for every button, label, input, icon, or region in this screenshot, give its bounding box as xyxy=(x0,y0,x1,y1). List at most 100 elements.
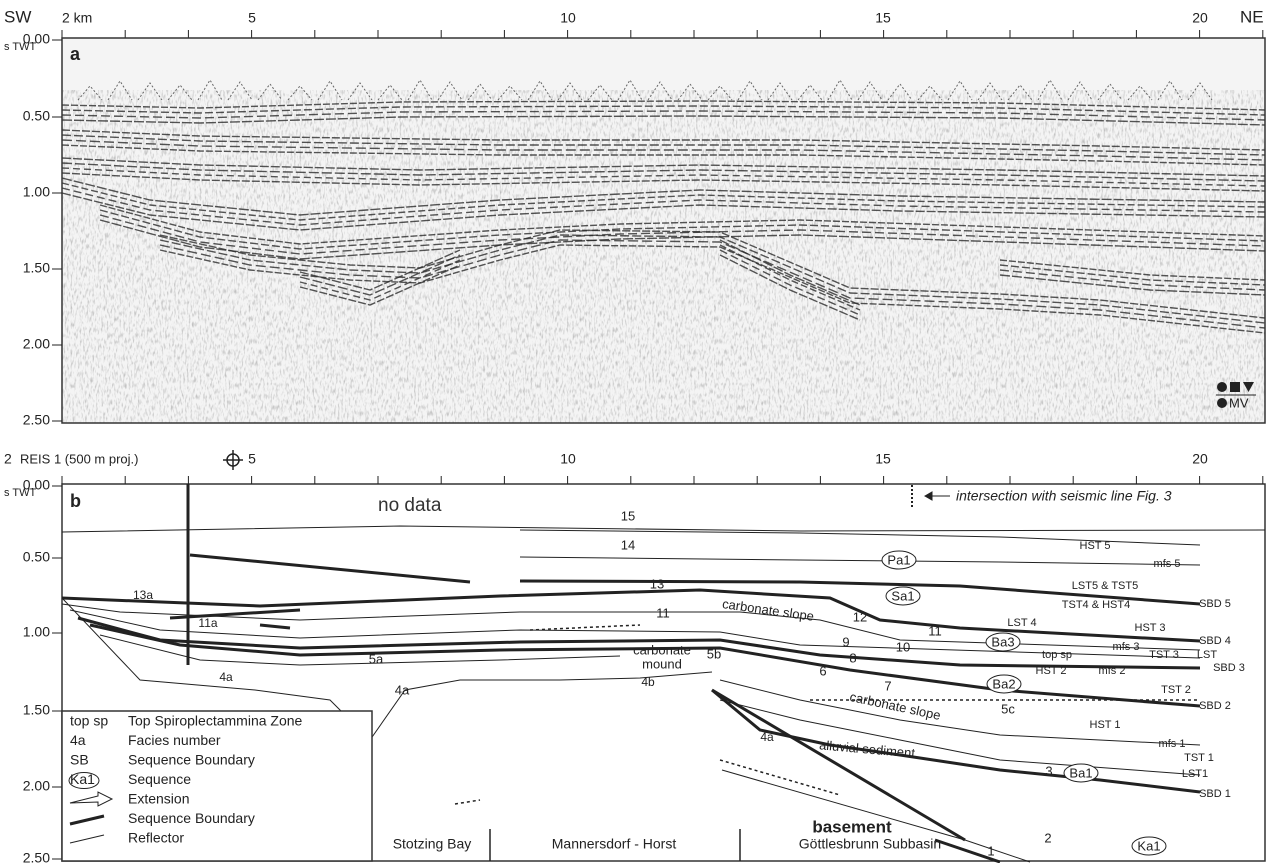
reflector xyxy=(61,192,1266,231)
reflector xyxy=(159,229,1266,319)
facies-label: 5c xyxy=(1001,701,1015,716)
legend-key: SB xyxy=(70,752,89,768)
y-tick-label: 0.50 xyxy=(23,549,50,565)
y-ticks: 0.00 0.50 1.00 1.50 2.00 2.50 xyxy=(23,31,62,428)
sequence-label: Ba3 xyxy=(991,634,1014,649)
region-label: Stotzing Bay xyxy=(393,836,472,852)
diffraction xyxy=(767,82,793,101)
y-tick-label: 2.50 xyxy=(23,412,50,428)
systems-tract-label: TST 3 xyxy=(1149,649,1179,661)
facies-label: basement xyxy=(812,817,892,836)
systems-tract-label: HST 5 xyxy=(1080,540,1111,552)
facies-label: 11a xyxy=(198,616,217,630)
x-tick-label: 10 xyxy=(560,451,576,467)
diffraction xyxy=(1097,83,1123,101)
reflector xyxy=(299,249,461,291)
legend-symbols xyxy=(69,791,114,844)
diffraction xyxy=(317,80,343,101)
reflector xyxy=(61,182,1266,221)
sequence-label: Sa1 xyxy=(891,588,914,603)
y-unit: s TWT xyxy=(4,41,36,53)
reflector xyxy=(719,244,861,311)
systems-tract-label: TST 2 xyxy=(1161,684,1191,696)
facies-label: 13 xyxy=(650,576,664,591)
reflector xyxy=(719,254,861,321)
systems-tract-label: TST 1 xyxy=(1184,752,1214,764)
intersection-label: intersection with seismic line Fig. 3 xyxy=(956,488,1172,504)
diffraction xyxy=(107,80,133,101)
direction-label: NE xyxy=(1240,7,1264,26)
reflector xyxy=(999,264,1266,286)
legend-rows: top sp Top Spiroplectammina Zone 4a Facies … xyxy=(68,713,303,846)
systems-tract-label: HST 1 xyxy=(1090,719,1121,731)
legend-text: Facies number xyxy=(128,732,221,748)
x-tick-label: 15 xyxy=(875,451,891,467)
facies-label: 4b xyxy=(641,675,655,689)
systems-tract-label: SBD 2 xyxy=(1199,700,1231,712)
seismic-reflectors xyxy=(61,30,1266,334)
legend xyxy=(61,710,373,862)
diffraction xyxy=(977,82,1003,101)
y-tick-label: 1.50 xyxy=(23,260,50,276)
diffraction xyxy=(377,84,403,101)
reflector xyxy=(719,249,861,316)
facies-label: 2 xyxy=(1044,830,1051,845)
systems-tract-label: LST 4 xyxy=(1007,617,1036,629)
systems-tract-label: mfs 3 xyxy=(1113,641,1140,653)
logo: MV xyxy=(1216,382,1256,410)
reflector xyxy=(159,234,1266,324)
reflector xyxy=(99,204,1266,245)
legend-text: Sequence Boundary xyxy=(128,752,255,768)
systems-tract-label: mfs 1 xyxy=(1159,738,1186,750)
diffraction xyxy=(1067,81,1093,101)
reflector xyxy=(61,167,1266,187)
x-tick-label: 2 km xyxy=(62,10,92,26)
x-tick-label: 2 xyxy=(4,451,12,467)
sequence-label: Ba2 xyxy=(992,676,1015,691)
diffraction xyxy=(347,82,373,101)
facies-label: 14 xyxy=(621,537,635,552)
diffraction xyxy=(137,82,163,101)
facies-label: 8 xyxy=(849,650,856,665)
reflector xyxy=(999,274,1266,296)
reflector xyxy=(61,134,1266,156)
diffraction xyxy=(797,84,823,101)
systems-tract-label: SBD 5 xyxy=(1199,598,1231,610)
facies-label: 15 xyxy=(621,508,635,523)
diffraction xyxy=(887,83,913,101)
reflector xyxy=(61,115,1266,126)
facies-label: 12 xyxy=(853,609,867,624)
x-tick-label: 5 xyxy=(248,451,256,467)
legend-key: Ka1 xyxy=(70,771,95,787)
x-tick-label: 5 xyxy=(248,10,256,26)
diffraction xyxy=(557,82,583,101)
reflector xyxy=(61,139,1266,161)
systems-tract-label: top sp xyxy=(1042,649,1072,661)
reflector xyxy=(61,172,1266,192)
reflector xyxy=(61,110,1266,121)
facies-label: 9 xyxy=(842,634,849,649)
systems-tract-label: mfs 2 xyxy=(1099,665,1126,677)
facies-label: 3 xyxy=(1045,763,1052,778)
y-unit: s TWT xyxy=(4,487,36,499)
sequence-label: Pa1 xyxy=(887,552,910,567)
reflector xyxy=(159,239,1266,329)
sequence-oval xyxy=(986,674,1022,694)
well-symbol xyxy=(223,450,243,470)
reflector xyxy=(99,209,1266,250)
diffraction xyxy=(1157,80,1183,101)
y-tick-label: 2.00 xyxy=(23,778,50,794)
panel-frame xyxy=(61,37,1266,424)
y-tick-label: 0.50 xyxy=(23,108,50,124)
diffraction xyxy=(677,83,703,101)
systems-tract-label: HST 2 xyxy=(1036,665,1067,677)
legend-oval xyxy=(68,772,100,789)
reflector xyxy=(61,105,1266,116)
sequence-label: Ba1 xyxy=(1069,765,1092,780)
reflector xyxy=(61,162,1266,182)
diffraction xyxy=(737,80,763,101)
sequence-label: Ka1 xyxy=(1137,838,1160,853)
sequence-oval xyxy=(885,586,921,606)
legend-text: Top Spiroplectammina Zone xyxy=(128,713,303,729)
